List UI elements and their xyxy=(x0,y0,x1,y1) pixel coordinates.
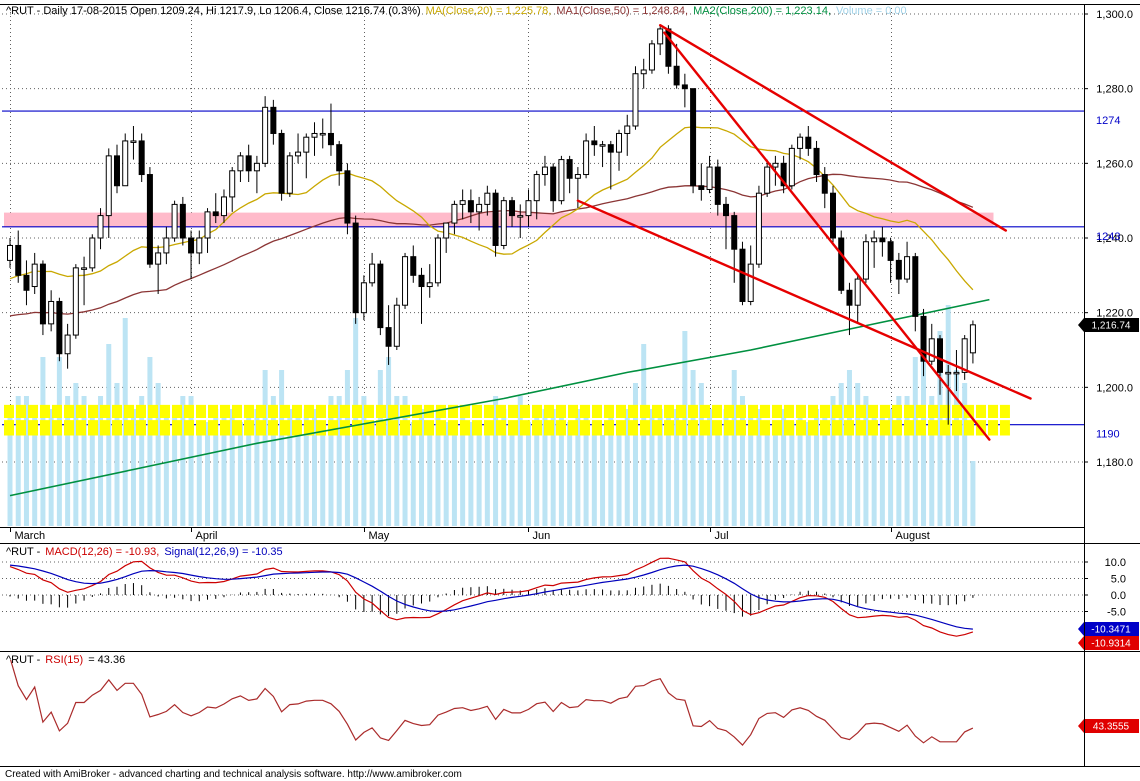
main-pane-title: ^RUT - Daily 17-08-2015 Open 1209.24, Hi… xyxy=(6,5,912,17)
month-label: April xyxy=(196,530,218,542)
month-label: May xyxy=(369,530,390,542)
rsi-symbol-text: ^RUT - xyxy=(6,654,41,666)
price-axis-label: 1,200.0 xyxy=(1096,382,1133,394)
rsi-value-text: = 43.36 xyxy=(88,654,126,666)
signal-line xyxy=(9,564,973,630)
rsi-legend: RSI(15) xyxy=(45,654,84,666)
macd-axis-label: 10.0 xyxy=(1105,557,1126,569)
rsi-pane-title: ^RUT - RSI(15) = 43.36 xyxy=(6,654,130,666)
month-axis: March April May Jun Jul August xyxy=(10,4,930,542)
price-axis-label: 1,180.0 xyxy=(1096,457,1133,469)
macd-plot[interactable] xyxy=(9,557,974,637)
macd-axis-label: -5.0 xyxy=(1107,607,1126,619)
pane-borders xyxy=(0,4,1140,767)
downtrend-line-1[interactable] xyxy=(658,23,1008,232)
svg-text:-10.9314: -10.9314 xyxy=(1091,639,1131,650)
macd-axis-label: 5.0 xyxy=(1111,574,1126,586)
price-axis-label: 1,240.0 xyxy=(1096,233,1133,245)
ma200-legend: MA2(Close,200) = 1,223.14, xyxy=(693,5,831,17)
signal-value-tag: -10.3471 xyxy=(1078,622,1139,636)
month-label: March xyxy=(15,530,46,542)
downtrend-line-2[interactable] xyxy=(663,31,991,441)
volume-legend: Volume = 0.00 xyxy=(836,5,907,17)
svg-text:-10.3471: -10.3471 xyxy=(1091,625,1131,636)
macd-axis-label: 0.0 xyxy=(1111,590,1126,602)
hline-label-1190: 1190 xyxy=(1096,429,1120,441)
quote-text: ^RUT - Daily 17-08-2015 Open 1209.24, Hi… xyxy=(6,5,421,17)
resistance-band xyxy=(4,212,994,228)
volume-bars xyxy=(7,305,976,526)
ma50-legend: MA1(Close,50) = 1,248.84, xyxy=(556,5,689,17)
macd-symbol-text: ^RUT - xyxy=(6,546,41,558)
candlesticks xyxy=(7,25,976,425)
ma20-line xyxy=(9,126,974,291)
month-label: Jun xyxy=(533,530,551,542)
downtrend-line-3[interactable] xyxy=(576,199,1032,400)
hline-label-1243: 1243 xyxy=(1096,231,1120,243)
last-price-tag: 1,216.74 xyxy=(1078,318,1139,332)
macd-line xyxy=(9,557,974,637)
month-label: August xyxy=(896,530,930,542)
macd-gridlines: 10.0 5.0 0.0 -5.0 xyxy=(2,557,1126,619)
price-axis-label: 1,300.0 xyxy=(1096,9,1133,21)
hline-label-1274: 1274 xyxy=(1096,115,1120,127)
signal-legend: Signal(12,26,9) = -10.35 xyxy=(164,546,283,558)
rsi-value-tag: 43.3555 xyxy=(1078,719,1139,733)
macd-legend: MACD(12,26) = -10.93, xyxy=(45,546,160,558)
price-axis-label: 1,220.0 xyxy=(1096,308,1133,320)
price-axis-label: 1,260.0 xyxy=(1096,158,1133,170)
svg-text:1,216.74: 1,216.74 xyxy=(1092,321,1131,332)
rsi-plot[interactable] xyxy=(10,658,974,746)
ma200-line xyxy=(9,298,990,497)
ma20-legend: MA(Close,20) = 1,225.78, xyxy=(425,5,552,17)
month-label: Jul xyxy=(715,530,729,542)
rsi-line xyxy=(10,660,974,746)
macd-pane-title: ^RUT - MACD(12,26) = -10.93, Signal(12,26,… xyxy=(6,546,288,558)
price-axis-label: 1,280.0 xyxy=(1096,84,1133,96)
macd-value-tag: -10.9314 xyxy=(1078,636,1139,650)
ma50-line xyxy=(9,173,974,317)
footer-credit: Created with AmiBroker - advanced charti… xyxy=(5,769,462,780)
svg-text:43.3555: 43.3555 xyxy=(1093,722,1130,733)
